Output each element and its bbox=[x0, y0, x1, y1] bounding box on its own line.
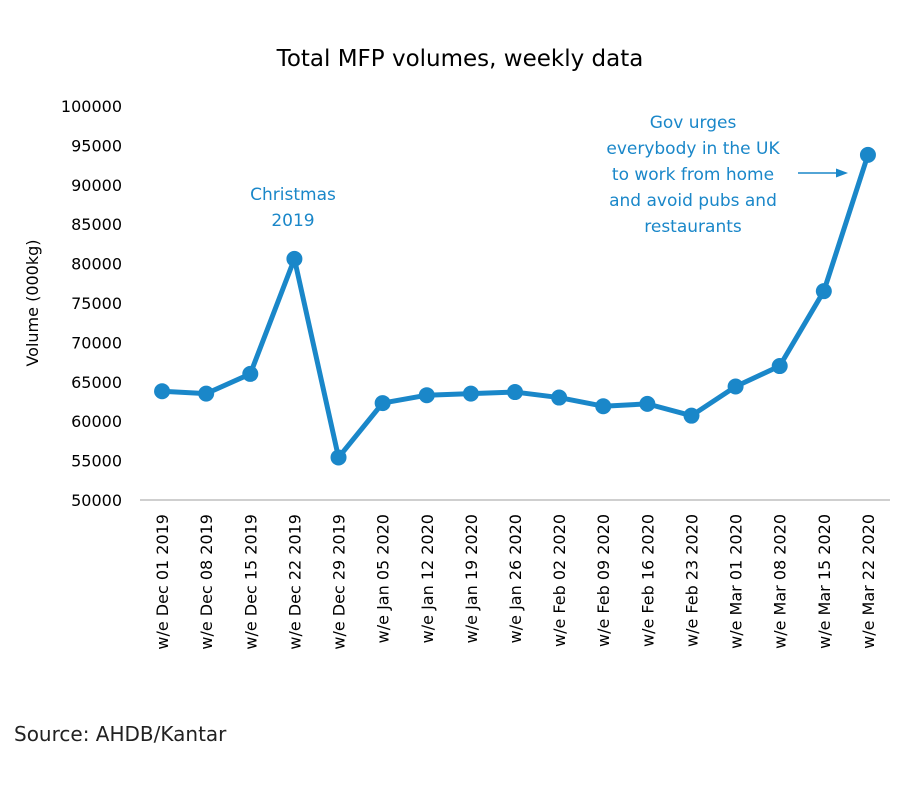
x-tick-label: w/e Feb 16 2020 bbox=[638, 514, 657, 647]
data-point bbox=[595, 398, 612, 415]
y-tick-label: 55000 bbox=[71, 452, 122, 471]
y-tick-label: 70000 bbox=[71, 333, 122, 352]
data-point bbox=[242, 365, 259, 382]
data-point bbox=[418, 387, 435, 404]
y-tick-label: 80000 bbox=[71, 255, 122, 274]
x-tick-label: w/e Mar 15 2020 bbox=[815, 514, 834, 649]
data-point bbox=[771, 358, 788, 375]
x-tick-label: w/e Feb 09 2020 bbox=[594, 514, 613, 647]
data-point bbox=[286, 250, 303, 267]
annotation-line: Gov urges bbox=[650, 113, 737, 133]
annotation-christmas: Christmas 2019 bbox=[250, 185, 336, 231]
data-point bbox=[198, 385, 215, 402]
y-tick-label: 50000 bbox=[71, 491, 122, 510]
x-axis-ticks: w/e Dec 01 2019 w/e Dec 08 2019 w/e Dec 15… bbox=[153, 514, 878, 650]
data-point bbox=[859, 146, 876, 163]
data-point bbox=[374, 395, 391, 412]
x-tick-label: w/e Dec 15 2019 bbox=[241, 514, 260, 650]
x-tick-label: w/e Dec 01 2019 bbox=[153, 514, 172, 650]
annotation-gov-urges: Gov urges everybody in the UK to work from… bbox=[606, 113, 780, 237]
x-tick-label: w/e Mar 22 2020 bbox=[859, 514, 878, 649]
data-point bbox=[462, 385, 479, 402]
annotation-line: and avoid pubs and bbox=[609, 191, 777, 211]
annotation-line: Christmas bbox=[250, 185, 336, 205]
data-point bbox=[815, 283, 832, 300]
x-tick-label: w/e Jan 19 2020 bbox=[462, 514, 481, 643]
x-tick-label: w/e Dec 22 2019 bbox=[285, 514, 304, 650]
series-points bbox=[154, 146, 876, 466]
x-tick-label: w/e Jan 26 2020 bbox=[506, 514, 525, 643]
x-tick-label: w/e Dec 29 2019 bbox=[330, 514, 349, 650]
x-tick-label: w/e Feb 02 2020 bbox=[550, 514, 569, 647]
annotation-arrow bbox=[798, 168, 848, 178]
y-axis-label: Volume (000kg) bbox=[23, 239, 42, 366]
data-point bbox=[330, 449, 347, 466]
x-tick-label: w/e Feb 23 2020 bbox=[682, 514, 701, 647]
data-point bbox=[507, 384, 523, 401]
annotation-line: to work from home bbox=[612, 165, 774, 185]
data-point bbox=[154, 383, 171, 400]
y-tick-label: 75000 bbox=[71, 294, 122, 313]
y-tick-label: 95000 bbox=[71, 136, 122, 155]
x-tick-label: w/e Jan 12 2020 bbox=[418, 514, 437, 643]
y-axis-ticks: 50000 55000 60000 65000 70000 75000 80000 85000… bbox=[61, 97, 122, 510]
data-point bbox=[551, 389, 568, 406]
y-tick-label: 90000 bbox=[71, 176, 122, 195]
data-point bbox=[639, 395, 656, 412]
x-tick-label: w/e Dec 08 2019 bbox=[197, 514, 216, 650]
annotation-line: 2019 bbox=[271, 211, 314, 231]
annotation-line: everybody in the UK bbox=[606, 139, 780, 159]
data-point bbox=[683, 407, 700, 424]
source-note: Source: AHDB/Kantar bbox=[14, 722, 227, 746]
x-tick-label: w/e Jan 05 2020 bbox=[374, 514, 393, 643]
y-tick-label: 60000 bbox=[71, 412, 122, 431]
y-tick-label: 100000 bbox=[61, 97, 122, 116]
annotation-line: restaurants bbox=[644, 217, 742, 237]
data-point bbox=[727, 378, 744, 395]
y-tick-label: 65000 bbox=[71, 373, 122, 392]
y-tick-label: 85000 bbox=[71, 215, 122, 234]
chart-title: Total MFP volumes, weekly data bbox=[276, 46, 644, 72]
x-tick-label: w/e Mar 01 2020 bbox=[727, 514, 746, 649]
x-tick-label: w/e Mar 08 2020 bbox=[771, 514, 790, 649]
